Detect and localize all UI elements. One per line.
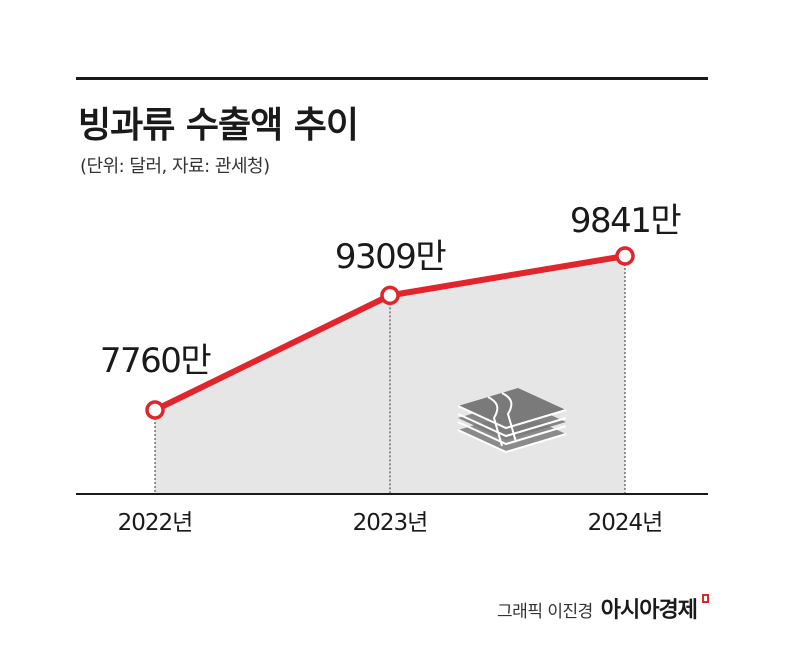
top-rule xyxy=(76,77,708,80)
graphic-credit: 그래픽 이진경 xyxy=(497,602,593,622)
data-point xyxy=(145,400,165,420)
chart-subtitle: (단위: 달러, 자료: 관세청) xyxy=(80,156,270,177)
brand-logo: 아시아경제 xyxy=(600,592,709,624)
data-label: 9841만 xyxy=(570,201,682,241)
x-tick-label: 2024년 xyxy=(588,510,663,536)
data-point xyxy=(380,285,400,306)
data-point xyxy=(615,246,635,266)
money-stack-icon xyxy=(457,388,567,454)
data-label: 7760만 xyxy=(100,341,212,381)
x-tick-label: 2022년 xyxy=(118,510,193,536)
credit: 그래픽 이진경 아시아경제 xyxy=(497,592,709,624)
brand-name: 아시아경제 xyxy=(600,598,698,623)
x-tick-label: 2023년 xyxy=(353,510,428,536)
drop-lines xyxy=(154,256,626,494)
brand-mark-icon xyxy=(702,594,709,603)
chart-title: 빙과류 수출액 추이 xyxy=(78,105,359,146)
data-label: 9309만 xyxy=(335,237,447,277)
